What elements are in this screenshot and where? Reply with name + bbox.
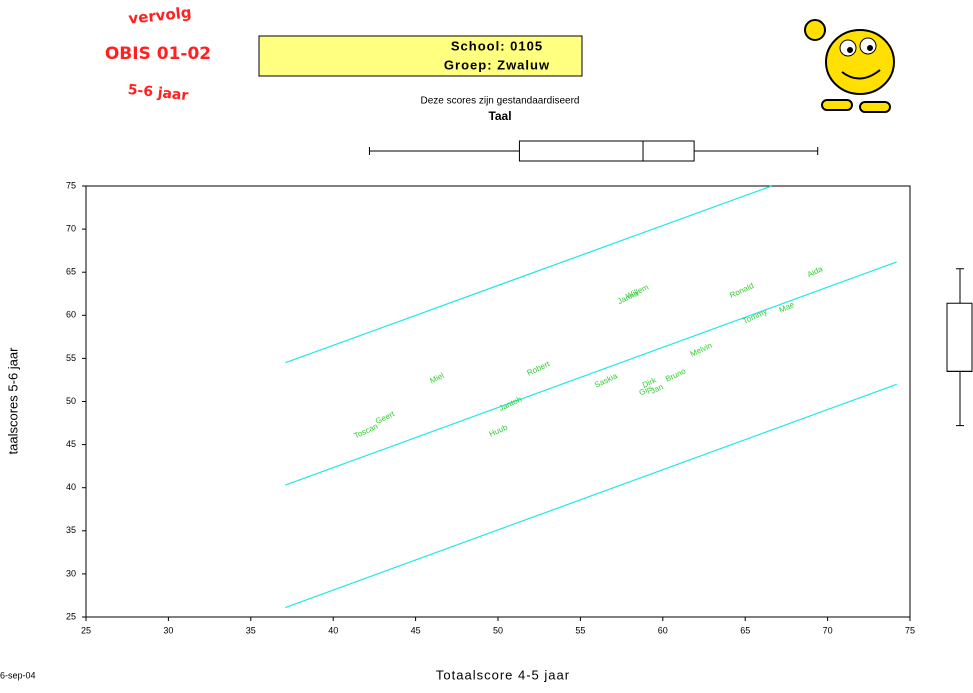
group: Groep: Zwaluw [444,57,550,72]
y-tick-label: 35 [66,525,76,535]
x-tick-label: 55 [575,625,585,635]
badge-text: vervolg [128,3,193,28]
point-label: Geert [374,409,397,426]
point-label: Tommy [741,307,768,326]
y-tick-label: 25 [66,611,76,621]
y-axis-label: taalscores 5-6 jaar [5,347,20,455]
y-tick-label: 30 [66,568,76,578]
badge-text: 5-6 jaar [127,82,189,104]
x-tick-label: 25 [81,625,91,635]
y-tick-label: 75 [66,180,76,190]
y-tick-label: 45 [66,439,76,449]
date: 6-sep-04 [0,670,36,680]
point-label: Melvin [689,341,714,359]
point-label: Jantoh [498,395,524,413]
x-tick-label: 30 [163,625,173,635]
point-label: Miel [428,371,445,385]
point-label: Mae [778,300,796,315]
x-tick-label: 40 [328,625,338,635]
x-tick-label: 65 [740,625,750,635]
school: School: 0105 [451,38,543,53]
note: Deze scores zijn gestandaardiseerd [421,96,580,107]
y-tick-label: 70 [66,223,76,233]
x-axis-label: Totaalscore 4-5 jaar [436,667,570,682]
x-tick-label: 45 [411,625,421,635]
subject: Taal [488,109,511,123]
x-tick-label: 75 [905,625,915,635]
x-tick-label: 50 [493,625,503,635]
plot-frame [86,186,910,617]
badge: vervolg OBIS 01-02 5-6 jaar [105,3,211,104]
y-tick-label: 55 [66,353,76,363]
point-label: Robert [526,359,552,378]
x-tick-label: 35 [246,625,256,635]
regression-line [285,262,896,485]
y-tick-label: 60 [66,310,76,320]
y-tick-label: 40 [66,482,76,492]
point-label: Ronald [728,281,755,300]
point-label: Aida [806,264,825,279]
point-label: Saskia [593,371,619,390]
point-label: Willem [624,282,650,300]
page: vervolg OBIS 01-02 5-6 jaar School: 0105… [0,0,973,688]
x-tick-label: 70 [823,625,833,635]
x-tick-label: 60 [658,625,668,635]
point-label: Bruno [664,366,688,383]
point-label: Toscan [353,422,380,441]
regression-line [285,186,771,363]
y-tick-label: 65 [66,267,76,277]
box [947,303,972,371]
mascot [805,20,894,112]
point-label: Huub [488,422,510,438]
box [519,141,694,161]
badge-text: OBIS 01-02 [105,44,211,64]
y-tick-label: 50 [66,396,76,406]
